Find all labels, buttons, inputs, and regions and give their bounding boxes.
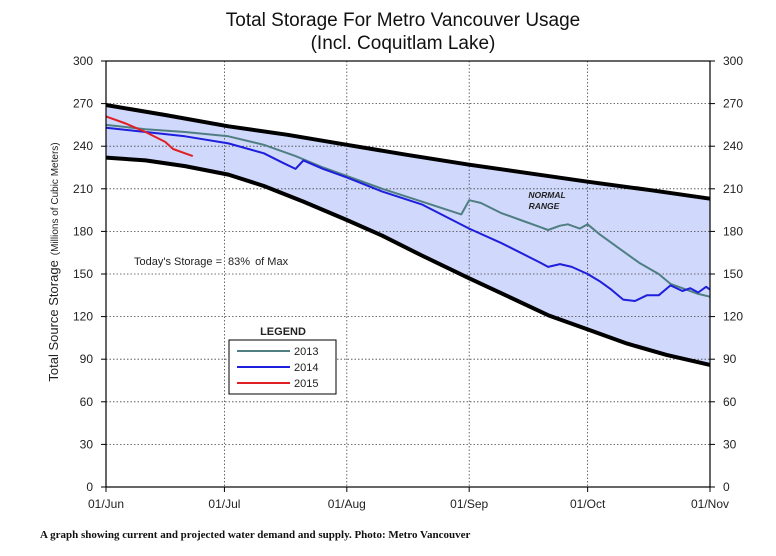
grid-overlay [106, 61, 710, 487]
today-storage-value: 83% [228, 256, 250, 268]
y-tick-label-left: 180 [73, 224, 93, 238]
normal-range-band [106, 105, 710, 365]
legend-label-2014: 2014 [294, 362, 318, 374]
figure-caption: A graph showing current and projected wa… [40, 529, 471, 541]
y-tick-label-right: 180 [723, 224, 743, 238]
today-storage-label: Today's Storage = [134, 256, 222, 268]
today-storage-annotation: Today's Storage = 83% of Max [134, 256, 289, 268]
series-line-2015 [105, 115, 194, 158]
normal-range-label-line1: NORMAL [528, 190, 565, 200]
y-tick-label-right: 240 [723, 139, 743, 153]
normal-range-upper-line [105, 103, 711, 201]
legend-items: 2013 2014 2015 [237, 346, 318, 390]
y-tick-label-right: 30 [723, 437, 737, 451]
y-tick-label-right: 270 [723, 97, 743, 111]
y-tick-label-left: 150 [73, 267, 93, 281]
normal-range-label-line2: RANGE [529, 201, 560, 211]
y-tick-label-left: 90 [80, 352, 94, 366]
axis-ticks: 0 0 30 30 60 60 90 90 120 120 150 150 180 180 210 210 24… [73, 54, 743, 511]
legend-title: LEGEND [260, 326, 306, 338]
y-tick-label-right: 210 [723, 182, 743, 196]
y-tick-label-right: 300 [723, 54, 743, 68]
today-storage-suffix: of Max [255, 256, 289, 268]
y-tick-label-left: 120 [73, 310, 93, 324]
y-tick-label-right: 90 [723, 352, 737, 366]
legend-label-2013: 2013 [294, 346, 318, 358]
y-tick-label-left: 210 [73, 182, 93, 196]
y-tick-label-left: 300 [73, 54, 93, 68]
legend: LEGEND 2013 2014 2015 [228, 326, 337, 395]
series-line-2014 [105, 126, 711, 302]
x-tick-label: 01/Oct [570, 497, 606, 511]
y-axis-label-main: Total Source Storage [46, 260, 61, 381]
normal-range-lower-line [105, 155, 711, 367]
y-tick-label-left: 270 [73, 97, 93, 111]
y-tick-label-left: 240 [73, 139, 93, 153]
y-axis-label: Total Source Storage (Millions of Cubic M… [46, 142, 61, 381]
y-tick-label-left: 0 [86, 480, 93, 494]
series-line-2013 [105, 123, 711, 298]
x-tick-label: 01/Aug [328, 497, 366, 511]
plot-frame [105, 60, 711, 488]
normal-range [106, 105, 710, 365]
x-tick-label: 01/Sep [450, 497, 488, 511]
legend-label-2015: 2015 [294, 378, 318, 390]
x-tick-label: 01/Jun [88, 497, 124, 511]
x-tick-label: 01/Jul [208, 497, 240, 511]
y-tick-label-right: 60 [723, 395, 737, 409]
y-tick-label-left: 30 [80, 437, 94, 451]
y-tick-label-right: 120 [723, 310, 743, 324]
y-axis-label-unit: (Millions of Cubic Meters) [50, 142, 61, 255]
series-lines [105, 115, 711, 302]
y-tick-label-left: 60 [80, 395, 94, 409]
x-tick-label: 01/Nov [691, 497, 729, 511]
chart-subtitle: (Incl. Coquitlam Lake) [311, 33, 496, 54]
chart-title: Total Storage For Metro Vancouver Usage [226, 10, 581, 31]
y-tick-label-right: 150 [723, 267, 743, 281]
y-tick-label-right: 0 [723, 480, 730, 494]
